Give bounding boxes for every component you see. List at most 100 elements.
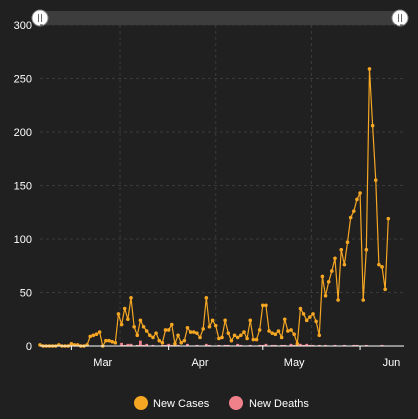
cases-point[interactable] xyxy=(264,303,268,308)
deaths-bar[interactable] xyxy=(299,343,302,346)
cases-point[interactable] xyxy=(104,338,108,343)
cases-point[interactable] xyxy=(386,216,391,221)
cases-point[interactable] xyxy=(364,247,369,252)
cases-point[interactable] xyxy=(126,317,130,322)
cases-point[interactable] xyxy=(69,342,74,346)
cases-point[interactable] xyxy=(198,335,202,340)
cases-point[interactable] xyxy=(279,335,284,340)
cases-point[interactable] xyxy=(361,298,366,302)
cases-point[interactable] xyxy=(326,280,331,284)
cases-point[interactable] xyxy=(260,303,265,308)
deaths-bar[interactable] xyxy=(142,344,145,346)
cases-point[interactable] xyxy=(148,333,152,338)
deaths-bar[interactable] xyxy=(305,343,309,346)
deaths-bar[interactable] xyxy=(311,344,315,346)
deaths-bar[interactable] xyxy=(333,344,337,346)
cases-point[interactable] xyxy=(339,247,344,252)
cases-point[interactable] xyxy=(182,338,187,343)
cases-point[interactable] xyxy=(317,333,322,338)
cases-point[interactable] xyxy=(185,326,190,330)
deaths-bar[interactable] xyxy=(217,344,221,346)
cases-point[interactable] xyxy=(377,262,381,267)
cases-point[interactable] xyxy=(348,215,353,220)
deaths-bar[interactable] xyxy=(317,344,321,346)
deaths-bar[interactable] xyxy=(204,343,208,346)
cases-point[interactable] xyxy=(323,293,328,298)
cases-point[interactable] xyxy=(273,332,278,337)
cases-point[interactable] xyxy=(232,333,237,338)
cases-point[interactable] xyxy=(213,323,218,328)
cases-point[interactable] xyxy=(144,329,149,333)
deaths-bar[interactable] xyxy=(273,344,277,346)
cases-point[interactable] xyxy=(94,332,99,337)
deaths-bar[interactable] xyxy=(236,343,240,346)
deaths-bar[interactable] xyxy=(123,344,127,346)
deaths-bar[interactable] xyxy=(324,344,327,346)
cases-point[interactable] xyxy=(116,312,121,316)
deaths-bar[interactable] xyxy=(223,344,227,346)
deaths-bar[interactable] xyxy=(170,344,174,346)
deaths-bar[interactable] xyxy=(248,344,252,346)
cases-point[interactable] xyxy=(308,315,312,319)
deaths-bar[interactable] xyxy=(364,344,368,346)
cases-point[interactable] xyxy=(289,328,293,332)
deaths-bar[interactable] xyxy=(135,344,139,346)
cases-point[interactable] xyxy=(304,318,309,323)
cases-point[interactable] xyxy=(295,342,300,346)
deaths-bar[interactable] xyxy=(292,344,296,346)
cases-point[interactable] xyxy=(138,318,143,323)
deaths-bar[interactable] xyxy=(139,340,142,346)
cases-point[interactable] xyxy=(191,330,196,334)
cases-point[interactable] xyxy=(245,336,249,341)
cases-point[interactable] xyxy=(169,322,174,327)
deaths-bar[interactable] xyxy=(342,344,346,346)
cases-point[interactable] xyxy=(210,318,215,323)
range-slider-track[interactable] xyxy=(40,11,400,25)
deaths-bar[interactable] xyxy=(208,344,211,346)
cases-point[interactable] xyxy=(276,329,281,333)
cases-point[interactable] xyxy=(217,336,221,341)
cases-point[interactable] xyxy=(370,123,375,128)
cases-point[interactable] xyxy=(336,298,340,302)
cases-point[interactable] xyxy=(355,197,359,202)
cases-point[interactable] xyxy=(110,339,114,344)
cases-point[interactable] xyxy=(242,330,246,334)
range-slider-left-handle[interactable] xyxy=(31,9,49,27)
deaths-bar[interactable] xyxy=(226,344,230,346)
cases-point[interactable] xyxy=(320,274,325,279)
cases-point[interactable] xyxy=(292,332,296,337)
cases-point[interactable] xyxy=(160,340,165,345)
deaths-bar[interactable] xyxy=(308,344,312,346)
deaths-bar[interactable] xyxy=(380,344,384,346)
cases-point[interactable] xyxy=(235,335,240,340)
cases-point[interactable] xyxy=(239,333,243,338)
cases-point[interactable] xyxy=(367,67,372,71)
cases-point[interactable] xyxy=(358,191,362,195)
cases-point[interactable] xyxy=(223,318,227,323)
deaths-bar[interactable] xyxy=(129,343,133,346)
cases-point[interactable] xyxy=(254,337,259,342)
cases-point[interactable] xyxy=(154,331,158,335)
cases-point[interactable] xyxy=(330,269,334,273)
cases-point[interactable] xyxy=(267,329,271,333)
cases-point[interactable] xyxy=(119,322,124,327)
cases-point[interactable] xyxy=(201,327,205,331)
deaths-bar[interactable] xyxy=(261,344,265,346)
range-slider-right-handle[interactable] xyxy=(391,9,409,27)
cases-point[interactable] xyxy=(282,317,287,322)
cases-point[interactable] xyxy=(383,287,387,292)
legend-item-new-cases[interactable]: New Cases xyxy=(134,396,210,410)
deaths-bar[interactable] xyxy=(258,344,262,346)
cases-point[interactable] xyxy=(286,329,290,333)
cases-point[interactable] xyxy=(113,340,118,345)
cases-point[interactable] xyxy=(311,312,315,316)
cases-point[interactable] xyxy=(88,334,93,339)
deaths-bar[interactable] xyxy=(355,344,359,346)
deaths-bar[interactable] xyxy=(167,343,171,346)
cases-point[interactable] xyxy=(195,331,199,335)
cases-point[interactable] xyxy=(333,256,337,261)
cases-point[interactable] xyxy=(229,338,234,343)
deaths-bar[interactable] xyxy=(160,344,164,346)
cases-point[interactable] xyxy=(298,306,303,311)
cases-point[interactable] xyxy=(132,324,136,329)
